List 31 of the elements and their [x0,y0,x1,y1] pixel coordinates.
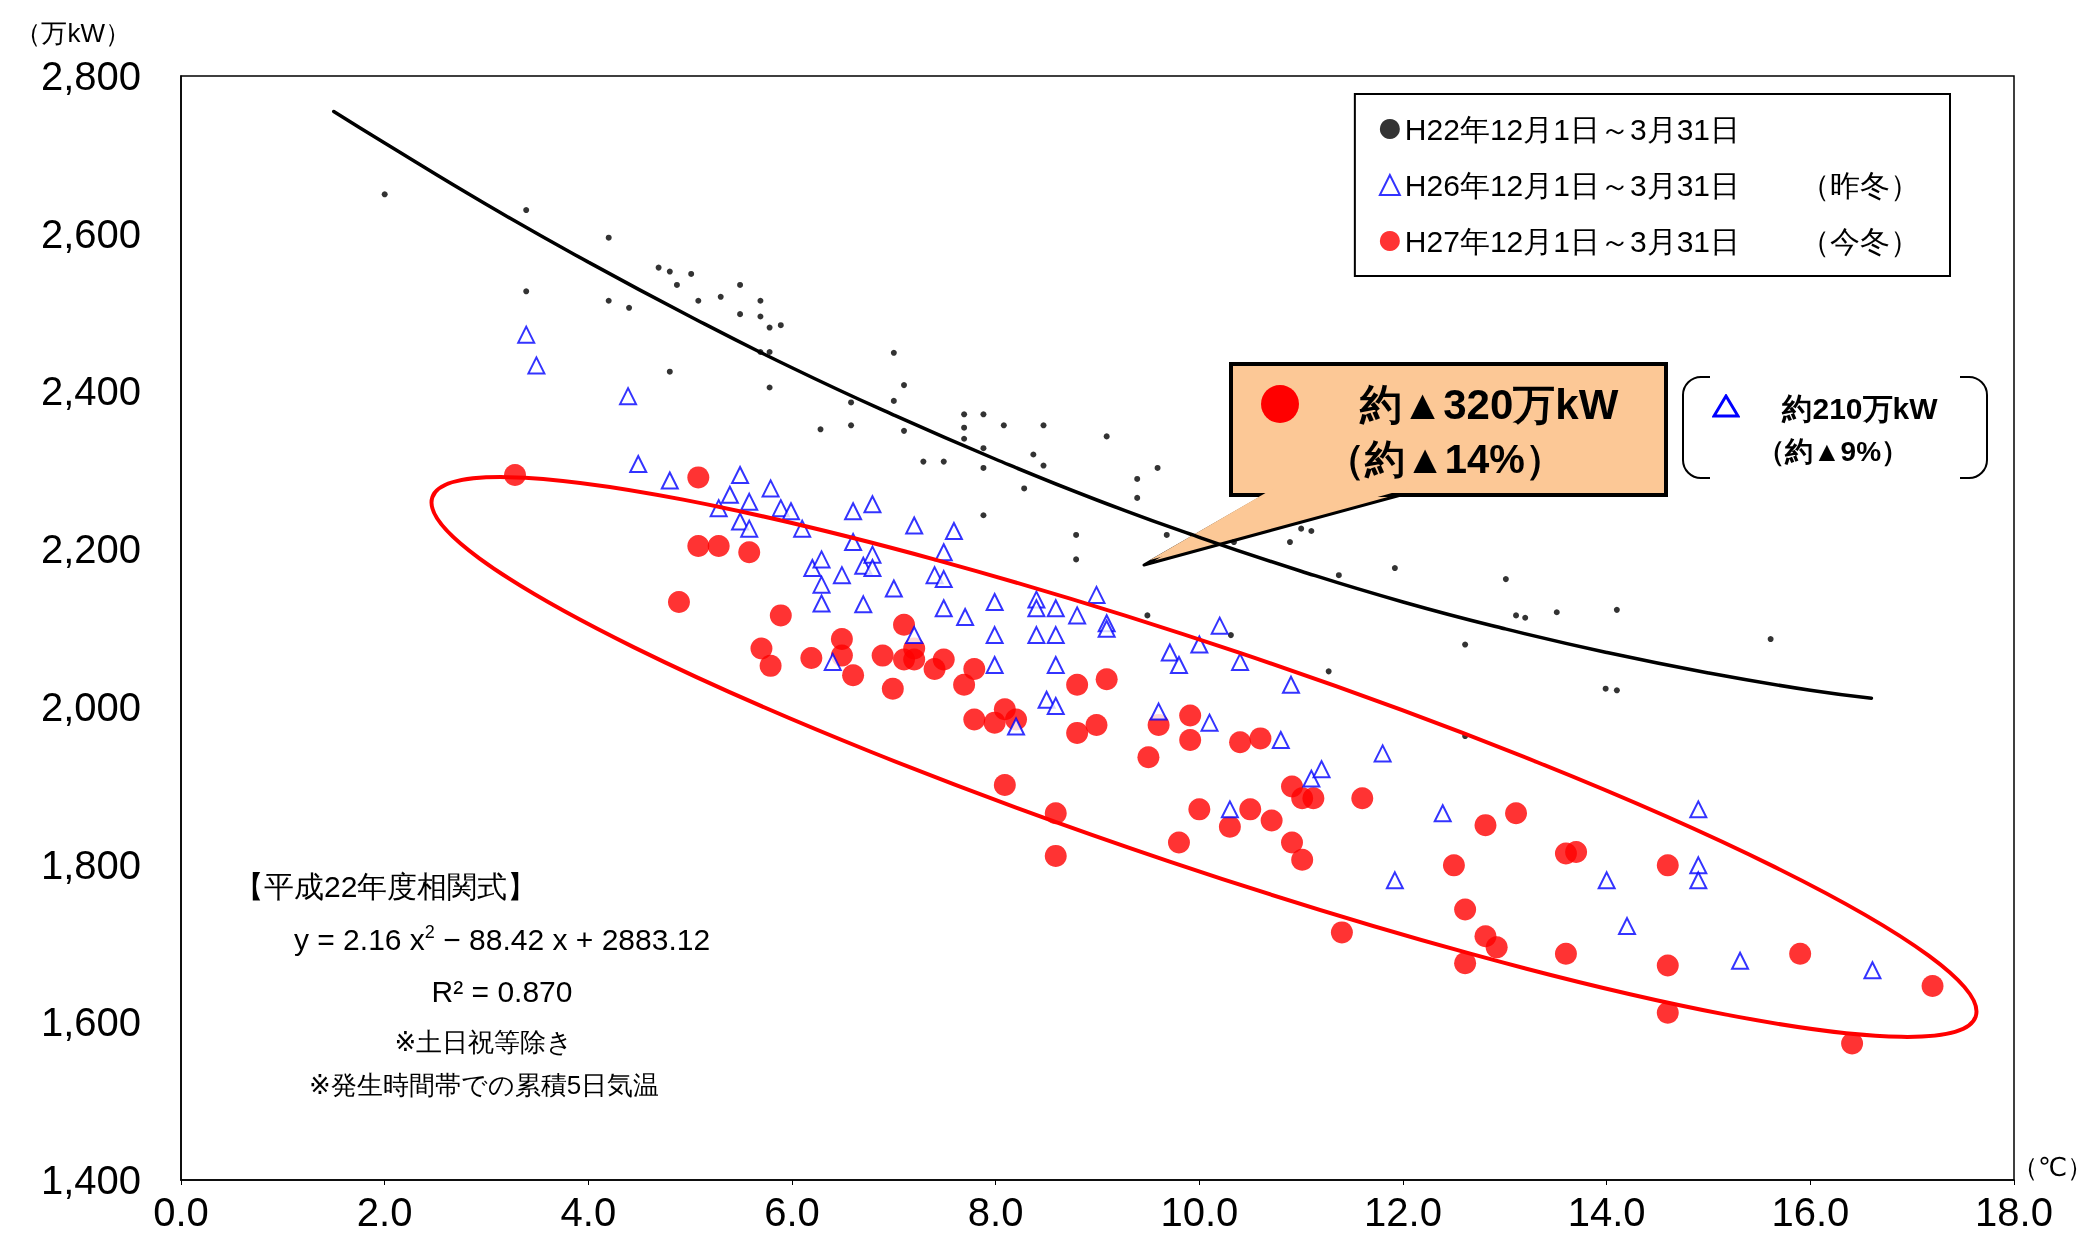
x-axis-title: （℃） [2012,1152,2094,1182]
x-tick-label: 6.0 [764,1190,820,1234]
y-tick-label: 2,200 [40,527,141,572]
x-tick-label: 8.0 [967,1190,1024,1234]
annotation: （約▲9%） [1756,435,1910,467]
y-tick-label: 2,000 [40,684,141,729]
annotation: （約▲14%） [1325,437,1565,481]
annotation: ※発生時間帯での累積5日気温 [308,1070,660,1100]
x-tick-label: 2.0 [356,1190,413,1234]
y-tick-label: 2,600 [40,211,141,256]
x-tick-label: 18.0 [1975,1190,2053,1234]
x-tick-label: 14.0 [1567,1190,1646,1234]
legend-label: H22年12月1日～3月31日 [1404,112,1741,146]
y-tick-label: 1,600 [40,1000,141,1045]
annotation: 約▲320万kW [1358,380,1619,428]
legend-label: H26年12月1日～3月31日 （昨冬） [1404,168,1921,202]
y-tick-label: 2,800 [40,54,141,98]
annotation: 約210万kW [1781,391,1939,425]
x-tick-label: 12.0 [1364,1190,1442,1234]
y-tick-label: 1,400 [40,1158,141,1202]
annotation: R² = 0.870 [431,974,573,1008]
annotation: 【平成22年度相関式】 [234,869,538,903]
y-tick-label: 1,800 [40,842,141,887]
x-tick-label: 16.0 [1771,1190,1850,1234]
y-tick-label: 2,400 [40,369,141,414]
x-tick-label: 4.0 [560,1190,617,1234]
annotation: ※土日祝等除き [394,1027,574,1057]
legend-label: H27年12月1日～3月31日 （今冬） [1404,224,1921,258]
x-tick-label: 10.0 [1160,1190,1239,1234]
y-axis-title: （万kW） [15,18,131,48]
x-tick-label: 0.0 [153,1190,209,1234]
